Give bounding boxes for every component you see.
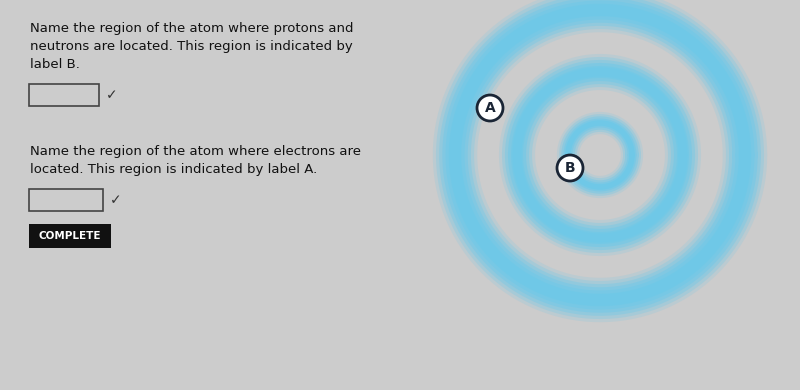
Circle shape	[557, 155, 583, 181]
FancyBboxPatch shape	[29, 224, 111, 248]
Text: ✓: ✓	[110, 193, 122, 207]
Text: COMPLETE: COMPLETE	[38, 231, 102, 241]
Circle shape	[477, 95, 503, 121]
Text: Name the region of the atom where electrons are: Name the region of the atom where electr…	[30, 145, 361, 158]
Text: B: B	[565, 161, 575, 175]
Text: ✓: ✓	[106, 88, 118, 102]
Text: neutrons are located. This region is indicated by: neutrons are located. This region is ind…	[30, 40, 353, 53]
FancyBboxPatch shape	[29, 84, 99, 106]
Text: Orbitals: Orbitals	[42, 193, 90, 206]
FancyBboxPatch shape	[29, 189, 103, 211]
Text: label B.: label B.	[30, 58, 80, 71]
Text: Name the region of the atom where protons and: Name the region of the atom where proton…	[30, 22, 354, 35]
Text: located. This region is indicated by label A.: located. This region is indicated by lab…	[30, 163, 318, 176]
Text: Nucleus: Nucleus	[39, 89, 89, 101]
Text: A: A	[485, 101, 495, 115]
